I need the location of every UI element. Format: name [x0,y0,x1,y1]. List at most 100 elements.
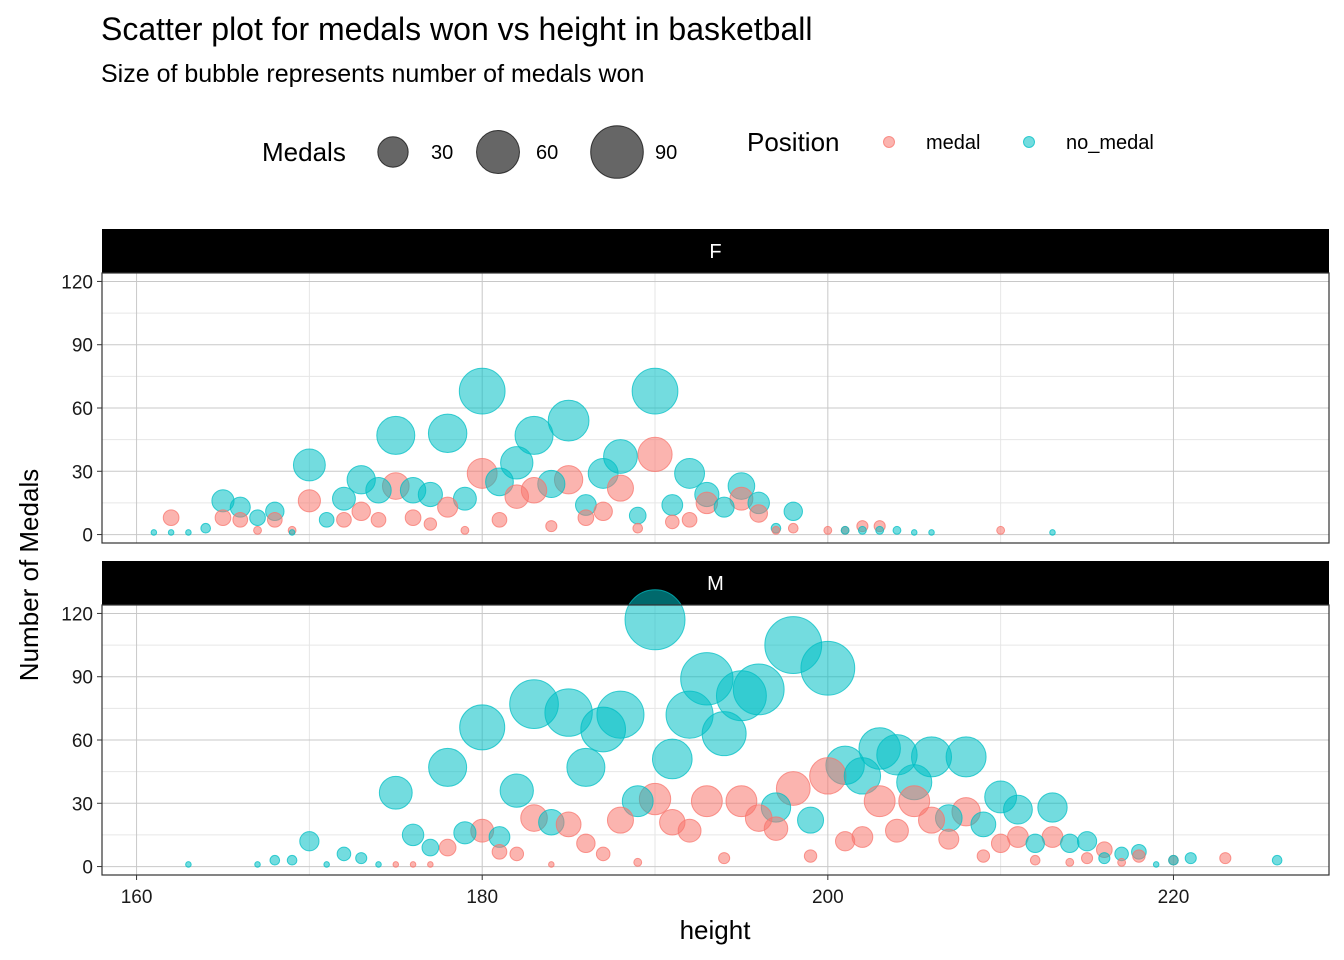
data-point-medal [593,501,613,522]
facet-strip-label: F [709,241,721,263]
data-point-no_medal [631,367,679,415]
points [150,367,1056,536]
data-point-no_medal [299,831,320,852]
data-point-no_medal [1049,529,1056,536]
data-point-no_medal [674,457,706,489]
x-tick-label: 180 [466,887,498,908]
data-point-medal [370,511,387,528]
data-point-medal [392,861,400,868]
data-point-medal [763,816,789,841]
data-point-no_medal [200,522,211,534]
data-point-medal [990,833,1011,854]
data-point-no_medal [376,415,416,455]
data-point-medal [606,474,634,502]
facet-panels: F 0 30 60 90 120 M 0 30 60 90 120 [61,229,1330,879]
data-point-no_medal [1003,794,1033,825]
data-point-no_medal [928,529,935,536]
data-point-no_medal [797,806,825,834]
data-point-medal [1065,857,1075,867]
facet-strip-label: M [707,573,724,595]
data-point-no_medal [1060,833,1080,854]
data-point-no_medal [249,509,266,527]
data-point-medal [823,525,833,535]
legend-size-keys: 30 60 90 [377,125,677,179]
data-point-medal [427,861,434,868]
data-point-no_medal [1025,833,1045,854]
data-point-medal [633,857,643,867]
legend-size-key [377,136,409,168]
data-point-no_medal [1184,852,1197,865]
data-point-medal [423,517,438,531]
data-point-medal [351,501,371,522]
data-point-medal [460,525,470,535]
data-point-no_medal [580,706,627,753]
data-point-no_medal [783,501,803,522]
data-point-no_medal [628,506,647,525]
data-point-medal [509,846,525,862]
data-point-medal [548,861,555,868]
data-point-medal [1007,826,1029,848]
data-point-no_medal [417,481,443,508]
data-point-medal [232,511,249,528]
data-point-medal [336,511,352,528]
y-tick-label: 30 [72,794,93,815]
legend-size-label: 60 [536,142,558,164]
data-point-medal [504,484,530,509]
data-point-medal [690,785,723,818]
data-point-medal [771,525,781,535]
y-axis-title: Number of Medals [14,469,44,681]
facet-strip [102,229,1329,273]
legend-size-key [590,125,644,179]
data-point-no_medal [269,854,281,866]
data-point-no_medal [800,640,856,696]
data-point-medal [665,514,680,530]
legend-size-title: Medals [262,137,346,167]
data-point-medal [1081,852,1094,865]
data-point-no_medal [499,773,534,808]
y-tick-label: 60 [72,731,93,752]
y-tick-label: 30 [72,462,93,483]
data-point-no_medal [459,704,506,751]
data-point-medal [918,806,946,834]
data-point-no_medal [661,494,684,516]
y-tick-label: 90 [72,668,93,689]
data-point-no_medal [566,747,606,787]
x-axis: 160 180 200 220 [121,875,1189,908]
data-point-medal [809,757,847,795]
legend-size-key [476,130,520,174]
legend-color-key [1023,136,1035,148]
data-point-no_medal [514,415,554,455]
data-point-medal [863,785,896,818]
data-point-no_medal [1168,854,1179,866]
data-point-medal [898,785,931,818]
data-point-no_medal [428,747,468,787]
data-point-no_medal [185,529,192,536]
data-point-no_medal [421,838,440,857]
data-point-medal [1132,849,1146,863]
data-point-no_medal [875,525,885,535]
data-point-medal [606,806,634,834]
data-point-no_medal [355,852,368,865]
data-point-no_medal [318,511,335,528]
data-point-medal [576,833,596,854]
data-point-medal [437,496,459,518]
data-point-no_medal [427,413,468,454]
data-point-medal [1219,852,1232,865]
data-point-medal [1117,857,1127,867]
data-point-medal [976,849,991,863]
chart-title: Scatter plot for medals won vs height in… [101,11,812,47]
data-point-medal [677,818,702,843]
data-point-medal [938,828,960,850]
data-point-no_medal [286,854,298,866]
data-point-no_medal [375,861,382,868]
legend-color-keys: medal no_medal [883,132,1154,154]
data-point-no_medal [621,785,654,818]
data-point-medal [787,522,799,534]
legend-size-label: 90 [655,142,677,164]
facet-panel-M: M 0 30 60 90 120 [61,561,1330,879]
x-axis-title: height [680,915,752,945]
legend-size-label: 30 [431,142,453,164]
panel-border [101,272,1330,544]
x-tick-label: 200 [812,887,844,908]
legend-color-label: medal [926,132,980,154]
